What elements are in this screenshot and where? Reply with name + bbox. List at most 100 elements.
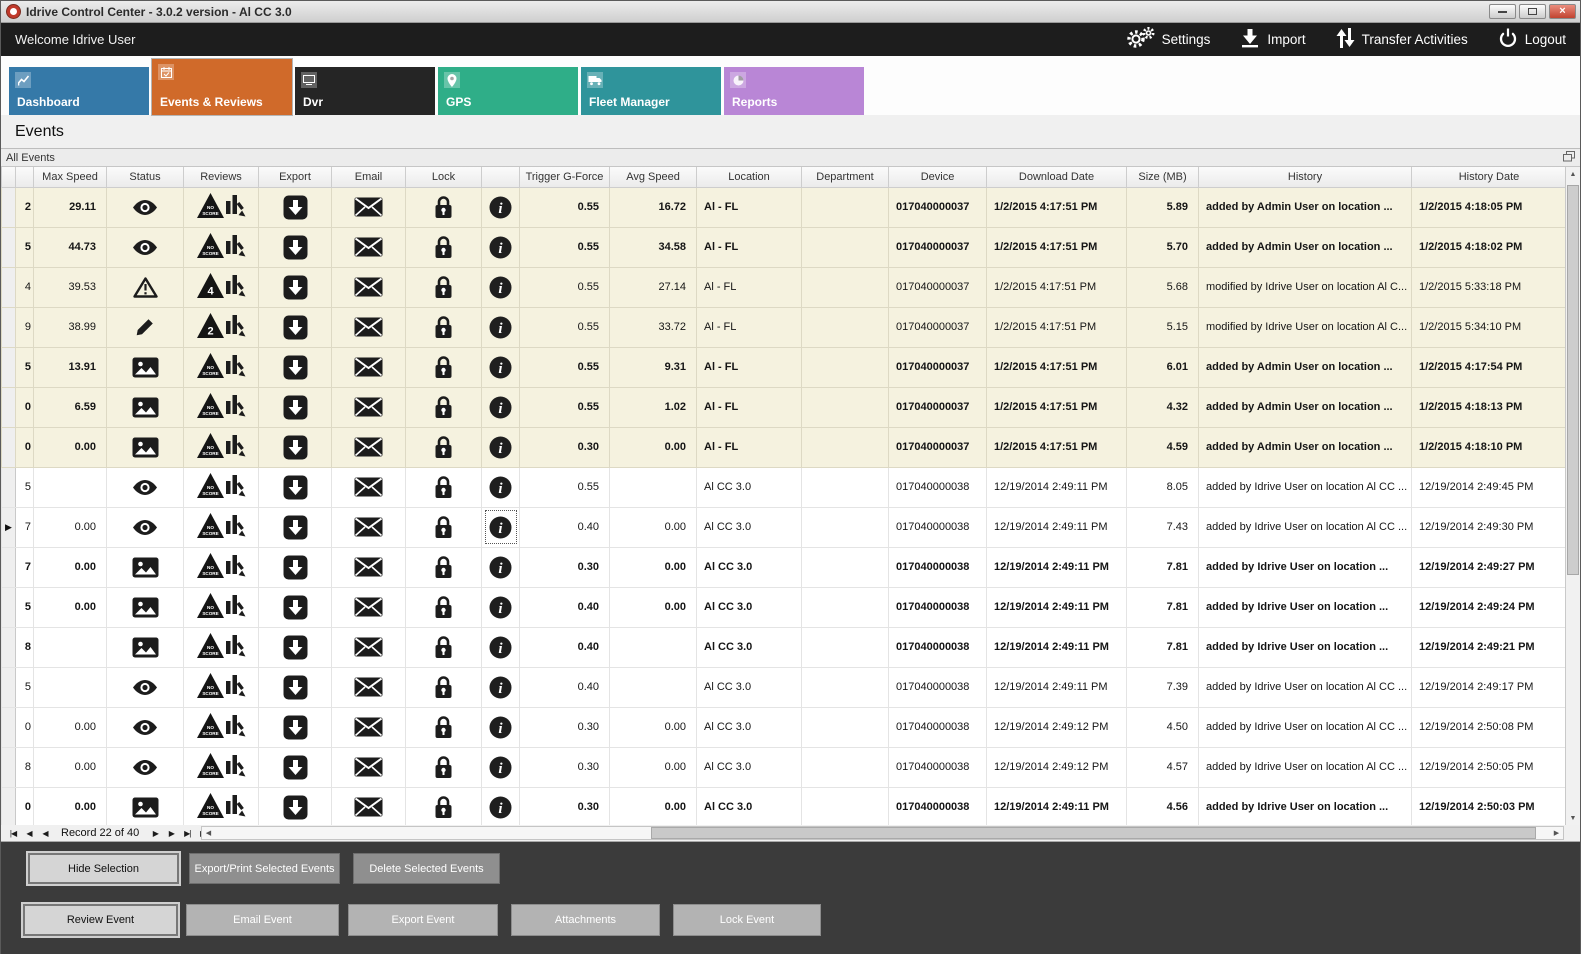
export-icon[interactable]: [258, 386, 332, 428]
lock-icon[interactable]: [405, 586, 482, 628]
reviews-score-icon[interactable]: NO SCORE: [183, 786, 259, 826]
table-row[interactable]: 5 44.73 NO SCORE i 0.55 34.58 Al - FL 0170400000…: [1, 226, 1567, 268]
info-icon[interactable]: i: [481, 546, 520, 588]
scroll-down-icon[interactable]: ▼: [1569, 815, 1577, 822]
info-icon[interactable]: i: [481, 426, 520, 468]
reviews-score-icon[interactable]: NO SCORE: [183, 706, 259, 748]
export-icon[interactable]: [258, 466, 332, 508]
maximize-button[interactable]: [1519, 4, 1546, 19]
table-row[interactable]: 8 NO SCORE i 0.40 Al CC 3.0 017040000038 12/19/…: [1, 626, 1567, 668]
email-icon[interactable]: [331, 786, 406, 826]
lock-icon[interactable]: [405, 266, 482, 308]
export-print-selected-button[interactable]: Export/Print Selected Events: [189, 853, 340, 884]
email-icon[interactable]: [331, 466, 406, 508]
email-icon[interactable]: [331, 226, 406, 268]
table-row[interactable]: 5 0.00 NO SCORE i 0.40 0.00 Al CC 3.0 0170400000…: [1, 586, 1567, 628]
minimize-button[interactable]: [1489, 4, 1516, 19]
reviews-score-icon[interactable]: NO SCORE: [183, 626, 259, 668]
tab-events-reviews[interactable]: Events & Reviews: [151, 58, 293, 116]
logout-button[interactable]: Logout: [1498, 28, 1566, 51]
info-icon[interactable]: i: [481, 626, 520, 668]
lock-icon[interactable]: [405, 226, 482, 268]
info-icon[interactable]: i: [481, 506, 520, 548]
reviews-score-icon[interactable]: NO SCORE: [183, 426, 259, 468]
scroll-left-icon[interactable]: ◀: [205, 830, 212, 837]
lock-icon[interactable]: [405, 466, 482, 508]
table-row[interactable]: 7 0.00 NO SCORE i 0.30 0.00 Al CC 3.0 0170400000…: [1, 546, 1567, 588]
email-icon[interactable]: [331, 626, 406, 668]
export-icon[interactable]: [258, 786, 332, 826]
export-icon[interactable]: [258, 626, 332, 668]
restore-panel-icon[interactable]: [1563, 150, 1575, 165]
tab-reports[interactable]: Reports: [724, 67, 864, 115]
header-history-date[interactable]: History Date: [1411, 167, 1567, 188]
table-row[interactable]: ▶ 7 0.00 NO SCORE i 0.40 0.00 Al CC 3.0 017040000…: [1, 506, 1567, 548]
header-lock[interactable]: Lock: [405, 167, 482, 188]
email-icon[interactable]: [331, 506, 406, 548]
info-icon[interactable]: i: [481, 786, 520, 826]
export-icon[interactable]: [258, 666, 332, 708]
prev-record-icon[interactable]: ◀: [42, 828, 48, 838]
delete-selected-button[interactable]: Delete Selected Events: [353, 853, 500, 884]
info-icon[interactable]: i: [481, 746, 520, 788]
last-record-icon[interactable]: ▶|: [184, 828, 191, 838]
email-icon[interactable]: [331, 346, 406, 388]
tab-dvr[interactable]: Dvr: [295, 67, 435, 115]
tab-gps[interactable]: GPS: [438, 67, 578, 115]
reviews-score-icon[interactable]: NO SCORE: [183, 226, 259, 268]
header-device[interactable]: Device: [888, 167, 987, 188]
email-icon[interactable]: [331, 546, 406, 588]
table-row[interactable]: 0 6.59 NO SCORE i 0.55 1.02 Al - FL 017040000037…: [1, 386, 1567, 428]
reviews-score-icon[interactable]: NO SCORE: [183, 346, 259, 388]
vertical-scrollbar[interactable]: ▲ ▼: [1565, 167, 1580, 826]
header-location[interactable]: Location: [696, 167, 802, 188]
email-icon[interactable]: [331, 706, 406, 748]
lock-icon[interactable]: [405, 346, 482, 388]
table-row[interactable]: 0 0.00 NO SCORE i 0.30 0.00 Al CC 3.0 0170400000…: [1, 706, 1567, 748]
export-icon[interactable]: [258, 186, 332, 228]
table-row[interactable]: 9 38.99 2 i 0.55 33.72 Al - FL 017040000037 1/2/…: [1, 306, 1567, 348]
lock-icon[interactable]: [405, 506, 482, 548]
reviews-score-icon[interactable]: NO SCORE: [183, 466, 259, 508]
email-event-button[interactable]: Email Event: [186, 904, 339, 936]
horizontal-scroll-thumb[interactable]: [651, 827, 1536, 839]
lock-icon[interactable]: [405, 746, 482, 788]
email-icon[interactable]: [331, 666, 406, 708]
lock-icon[interactable]: [405, 626, 482, 668]
scroll-right-icon[interactable]: ▶: [1553, 830, 1560, 837]
transfer-activities-button[interactable]: Transfer Activities: [1336, 28, 1468, 51]
import-button[interactable]: Import: [1240, 28, 1306, 51]
close-button[interactable]: ×: [1549, 4, 1576, 19]
export-icon[interactable]: [258, 426, 332, 468]
header-trigger-gforce[interactable]: Trigger G-Force: [519, 167, 610, 188]
tab-dashboard[interactable]: Dashboard: [9, 67, 149, 115]
header-size-mb[interactable]: Size (MB): [1126, 167, 1199, 188]
table-row[interactable]: 5 NO SCORE i 0.55 Al CC 3.0 017040000038 12/19/…: [1, 466, 1567, 508]
info-icon[interactable]: i: [481, 586, 520, 628]
info-icon[interactable]: i: [481, 186, 520, 228]
table-row[interactable]: 8 0.00 NO SCORE i 0.30 0.00 Al CC 3.0 0170400000…: [1, 746, 1567, 788]
table-row[interactable]: 5 13.91 NO SCORE i 0.55 9.31 Al - FL 01704000003…: [1, 346, 1567, 388]
email-icon[interactable]: [331, 746, 406, 788]
lock-icon[interactable]: [405, 546, 482, 588]
email-icon[interactable]: [331, 306, 406, 348]
settings-button[interactable]: Settings: [1125, 26, 1210, 53]
tab-fleet-manager[interactable]: Fleet Manager: [581, 67, 721, 115]
export-icon[interactable]: [258, 546, 332, 588]
reviews-score-icon[interactable]: NO SCORE: [183, 666, 259, 708]
reviews-score-icon[interactable]: NO SCORE: [183, 746, 259, 788]
export-icon[interactable]: [258, 506, 332, 548]
header-download-date[interactable]: Download Date: [986, 167, 1127, 188]
reviews-score-icon[interactable]: NO SCORE: [183, 546, 259, 588]
attachments-button[interactable]: Attachments: [511, 904, 660, 936]
email-icon[interactable]: [331, 186, 406, 228]
reviews-score-icon[interactable]: 2: [183, 306, 259, 348]
lock-icon[interactable]: [405, 386, 482, 428]
info-icon[interactable]: i: [481, 306, 520, 348]
lock-icon[interactable]: [405, 666, 482, 708]
hide-selection-button[interactable]: Hide Selection: [28, 853, 179, 884]
table-row[interactable]: 0 0.00 NO SCORE i 0.30 0.00 Al CC 3.0 0170400000…: [1, 786, 1567, 826]
header-max-speed[interactable]: Max Speed: [33, 167, 107, 188]
lock-icon[interactable]: [405, 186, 482, 228]
next-page-icon[interactable]: ▶: [168, 828, 175, 838]
